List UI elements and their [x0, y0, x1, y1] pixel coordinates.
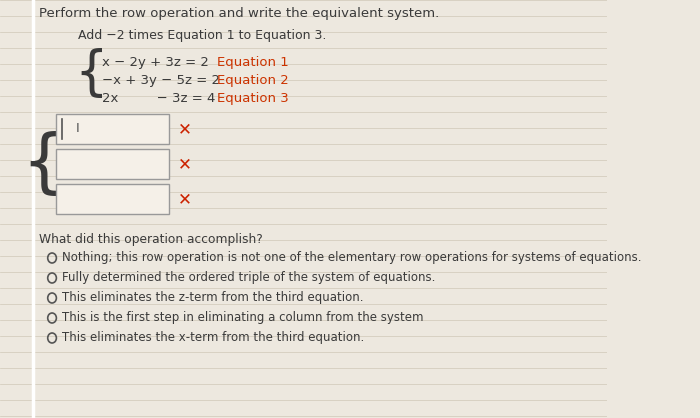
Text: ✕: ✕	[178, 120, 192, 138]
FancyBboxPatch shape	[57, 149, 169, 179]
Text: −x + 3y − 5z = 2: −x + 3y − 5z = 2	[102, 74, 220, 87]
FancyBboxPatch shape	[57, 184, 169, 214]
Text: {: {	[21, 130, 66, 197]
Text: Nothing; this row operation is not one of the elementary row operations for syst: Nothing; this row operation is not one o…	[62, 252, 642, 265]
Text: This eliminates the x-term from the third equation.: This eliminates the x-term from the thir…	[62, 331, 365, 344]
Text: ✕: ✕	[178, 155, 192, 173]
Text: Add −2 times Equation 1 to Equation 3.: Add −2 times Equation 1 to Equation 3.	[78, 30, 326, 43]
Text: Equation 1: Equation 1	[217, 56, 288, 69]
FancyBboxPatch shape	[57, 114, 169, 144]
Text: Equation 3: Equation 3	[217, 92, 288, 105]
Text: This is the first step in eliminating a column from the system: This is the first step in eliminating a …	[62, 311, 424, 324]
Text: This eliminates the z-term from the third equation.: This eliminates the z-term from the thir…	[62, 291, 364, 304]
Text: 2x         − 3z = 4: 2x − 3z = 4	[102, 92, 216, 105]
Text: I: I	[76, 122, 79, 135]
Text: Fully determined the ordered triple of the system of equations.: Fully determined the ordered triple of t…	[62, 272, 436, 285]
Text: Equation 2: Equation 2	[217, 74, 288, 87]
Text: ✕: ✕	[178, 190, 192, 208]
Text: x − 2y + 3z = 2: x − 2y + 3z = 2	[102, 56, 209, 69]
Text: {: {	[74, 48, 108, 100]
Text: Perform the row operation and write the equivalent system.: Perform the row operation and write the …	[39, 8, 440, 20]
Text: What did this operation accomplish?: What did this operation accomplish?	[39, 233, 262, 246]
